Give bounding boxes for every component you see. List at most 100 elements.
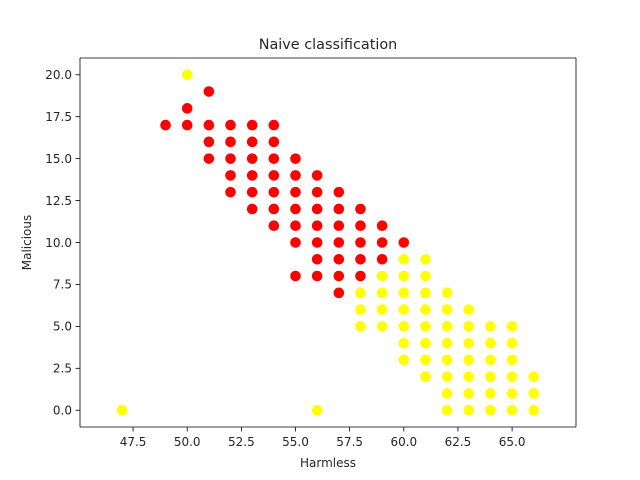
x-axis-ticks: 47.5 50.0 52.5 55.0 57.5 60.0 62.5 65.0 bbox=[120, 427, 526, 449]
scatter-point-red bbox=[268, 136, 280, 148]
x-tick-label: 57.5 bbox=[336, 435, 363, 449]
scatter-point-red bbox=[376, 220, 388, 232]
scatter-point-red bbox=[311, 270, 323, 282]
x-axis-label: Harmless bbox=[300, 456, 356, 470]
axes-frame bbox=[79, 57, 577, 428]
scatter-point-red bbox=[376, 237, 388, 248]
scatter-point-red bbox=[268, 119, 280, 131]
x-tick-label: 52.5 bbox=[228, 435, 255, 449]
scatter-point-yellow bbox=[463, 354, 475, 366]
scatter-point-yellow bbox=[463, 388, 475, 399]
scatter-point-red bbox=[333, 220, 345, 232]
scatter-point-yellow bbox=[485, 321, 496, 332]
scatter-point-red bbox=[246, 136, 258, 148]
scatter-point-yellow bbox=[398, 337, 410, 349]
plot-area bbox=[80, 58, 576, 427]
scatter-point-yellow bbox=[398, 321, 410, 332]
scatter-point-yellow bbox=[398, 287, 410, 299]
scatter-point-yellow bbox=[420, 304, 431, 315]
scatter-point-red bbox=[376, 253, 388, 265]
scatter-point-red bbox=[268, 153, 280, 164]
scatter-point-red bbox=[160, 119, 171, 131]
x-tick-label: 65.0 bbox=[499, 435, 526, 449]
scatter-point-yellow bbox=[420, 287, 431, 299]
scatter-point-red bbox=[203, 153, 215, 164]
scatter-point-yellow bbox=[506, 354, 518, 366]
y-axis-ticks: 0.0 2.5 5.0 7.5 10.0 12.5 15.0 17.5 20.0 bbox=[45, 68, 80, 418]
scatter-point-red bbox=[246, 119, 258, 131]
scatter-point-yellow bbox=[420, 354, 431, 366]
scatter-point-red bbox=[246, 153, 258, 164]
scatter-point-yellow bbox=[355, 287, 366, 299]
scatter-point-yellow bbox=[420, 337, 431, 349]
scatter-point-red bbox=[290, 170, 301, 181]
scatter-point-yellow bbox=[398, 304, 410, 315]
y-tick-label: 2.5 bbox=[53, 362, 72, 376]
scatter-point-yellow bbox=[398, 253, 410, 265]
y-tick-label: 5.0 bbox=[53, 320, 72, 334]
y-tick-label: 12.5 bbox=[45, 194, 72, 208]
scatter-point-yellow bbox=[506, 404, 518, 416]
scatter-point-yellow bbox=[528, 388, 540, 399]
scatter-point-red bbox=[246, 170, 258, 181]
data-points bbox=[116, 69, 540, 416]
scatter-point-yellow bbox=[485, 337, 496, 349]
scatter-point-red bbox=[225, 119, 236, 131]
scatter-point-red bbox=[268, 220, 280, 232]
scatter-point-red bbox=[181, 119, 193, 131]
y-tick-label: 15.0 bbox=[45, 152, 72, 166]
scatter-point-yellow bbox=[485, 371, 496, 382]
scatter-point-red bbox=[203, 136, 215, 148]
x-tick-label: 60.0 bbox=[390, 435, 417, 449]
scatter-point-red bbox=[290, 186, 301, 198]
scatter-point-yellow bbox=[311, 404, 323, 416]
scatter-point-yellow bbox=[420, 270, 431, 282]
scatter-point-red bbox=[311, 237, 323, 248]
chart-title: Naive classification bbox=[259, 37, 398, 53]
scatter-point-red bbox=[311, 186, 323, 198]
scatter-point-red bbox=[333, 237, 345, 248]
scatter-point-yellow bbox=[420, 321, 431, 332]
scatter-point-yellow bbox=[441, 321, 453, 332]
scatter-point-yellow bbox=[441, 371, 453, 382]
scatter-point-yellow bbox=[463, 304, 475, 315]
scatter-point-red bbox=[268, 203, 280, 215]
scatter-point-red bbox=[181, 103, 193, 114]
scatter-point-red bbox=[311, 170, 323, 181]
scatter-point-red bbox=[290, 153, 301, 164]
y-tick-label: 10.0 bbox=[45, 236, 72, 250]
scatter-point-red bbox=[355, 203, 366, 215]
x-tick-label: 47.5 bbox=[120, 435, 147, 449]
scatter-point-red bbox=[203, 119, 215, 131]
scatter-point-red bbox=[290, 237, 301, 248]
scatter-point-yellow bbox=[528, 371, 540, 382]
scatter-point-yellow bbox=[441, 287, 453, 299]
scatter-point-red bbox=[333, 203, 345, 215]
scatter-point-yellow bbox=[485, 388, 496, 399]
scatter-point-red bbox=[333, 186, 345, 198]
scatter-point-red bbox=[268, 186, 280, 198]
scatter-point-yellow bbox=[441, 388, 453, 399]
scatter-point-yellow bbox=[420, 253, 431, 265]
scatter-point-red bbox=[333, 287, 345, 299]
scatter-point-red bbox=[333, 253, 345, 265]
scatter-point-yellow bbox=[376, 287, 388, 299]
y-tick-label: 0.0 bbox=[53, 404, 72, 418]
scatter-point-yellow bbox=[441, 354, 453, 366]
scatter-point-red bbox=[225, 136, 236, 148]
x-tick-label: 62.5 bbox=[445, 435, 472, 449]
scatter-point-yellow bbox=[398, 270, 410, 282]
scatter-point-yellow bbox=[506, 337, 518, 349]
scatter-point-red bbox=[311, 253, 323, 265]
scatter-point-yellow bbox=[420, 371, 431, 382]
scatter-point-yellow bbox=[485, 354, 496, 366]
x-tick-label: 50.0 bbox=[174, 435, 201, 449]
scatter-point-red bbox=[268, 170, 280, 181]
scatter-point-yellow bbox=[463, 371, 475, 382]
scatter-point-red bbox=[398, 237, 410, 248]
y-tick-label: 20.0 bbox=[45, 68, 72, 82]
scatter-point-red bbox=[355, 220, 366, 232]
scatter-point-yellow bbox=[355, 321, 366, 332]
scatter-point-yellow bbox=[528, 404, 540, 416]
